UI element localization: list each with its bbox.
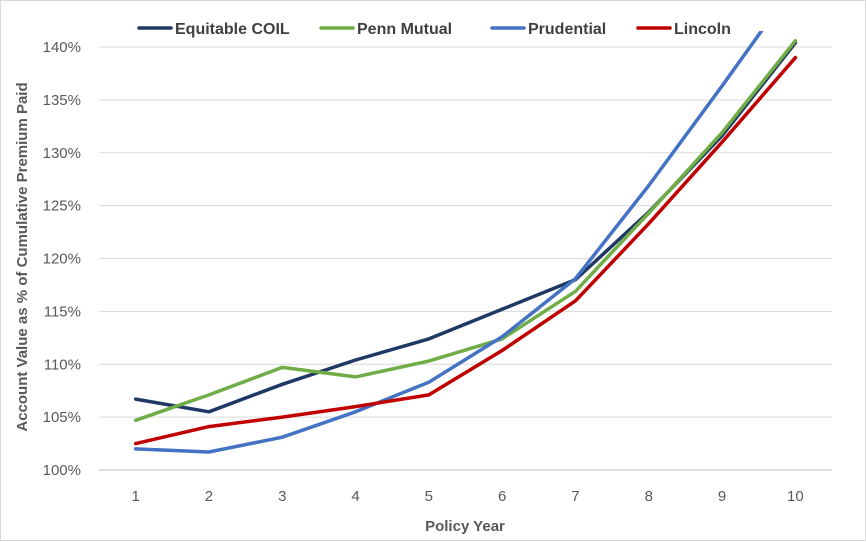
legend-item-lincoln: Lincoln bbox=[636, 21, 731, 38]
y-tick-label: 125% bbox=[43, 198, 81, 215]
series-line-equitable-coil bbox=[133, 41, 798, 414]
y-axis-title: Account Value as % of Cumulative Premium… bbox=[14, 82, 31, 431]
x-tick-label: 3 bbox=[278, 488, 286, 505]
x-tick-label: 6 bbox=[498, 488, 506, 505]
y-tick-label: 135% bbox=[43, 92, 81, 109]
x-tick-label: 1 bbox=[131, 488, 139, 505]
legend-label: Prudential bbox=[528, 21, 606, 38]
x-tick-label: 5 bbox=[425, 488, 433, 505]
legend-item-penn-mutual: Penn Mutual bbox=[319, 21, 452, 38]
y-tick-label: 130% bbox=[43, 145, 81, 162]
x-axis-ticks: 1 2 3 4 5 6 7 8 9 10 bbox=[131, 488, 803, 505]
x-tick-label: 8 bbox=[645, 488, 653, 505]
x-tick-label: 2 bbox=[205, 488, 213, 505]
series-line-penn-mutual bbox=[133, 38, 798, 423]
x-tick-label: 4 bbox=[351, 488, 359, 505]
y-tick-label: 140% bbox=[43, 39, 81, 56]
series-lines bbox=[133, 31, 798, 454]
legend-item-prudential: Prudential bbox=[490, 21, 606, 38]
legend-label: Penn Mutual bbox=[357, 21, 452, 38]
x-axis-title: Policy Year bbox=[425, 518, 505, 535]
series-line-lincoln bbox=[133, 55, 798, 446]
legend-label: Lincoln bbox=[674, 21, 731, 38]
y-tick-label: 115% bbox=[44, 303, 81, 320]
gridlines bbox=[99, 46, 832, 471]
series-line-prudential bbox=[133, 31, 764, 454]
y-axis-ticks: 100% 105% 110% 115% 120% 125% 130% 135% 140% bbox=[43, 39, 81, 479]
legend-label: Equitable COIL bbox=[175, 21, 290, 38]
x-tick-label: 7 bbox=[571, 488, 579, 505]
x-tick-label: 9 bbox=[718, 488, 726, 505]
y-tick-label: 120% bbox=[43, 251, 81, 268]
legend-item-equitable-coil: Equitable COIL bbox=[137, 21, 290, 38]
y-tick-label: 105% bbox=[43, 409, 81, 426]
legend: Equitable COIL Penn Mutual Prudential Linco… bbox=[137, 21, 731, 38]
y-tick-label: 110% bbox=[44, 356, 81, 373]
y-tick-label: 100% bbox=[43, 462, 81, 479]
x-tick-label: 10 bbox=[787, 488, 804, 505]
